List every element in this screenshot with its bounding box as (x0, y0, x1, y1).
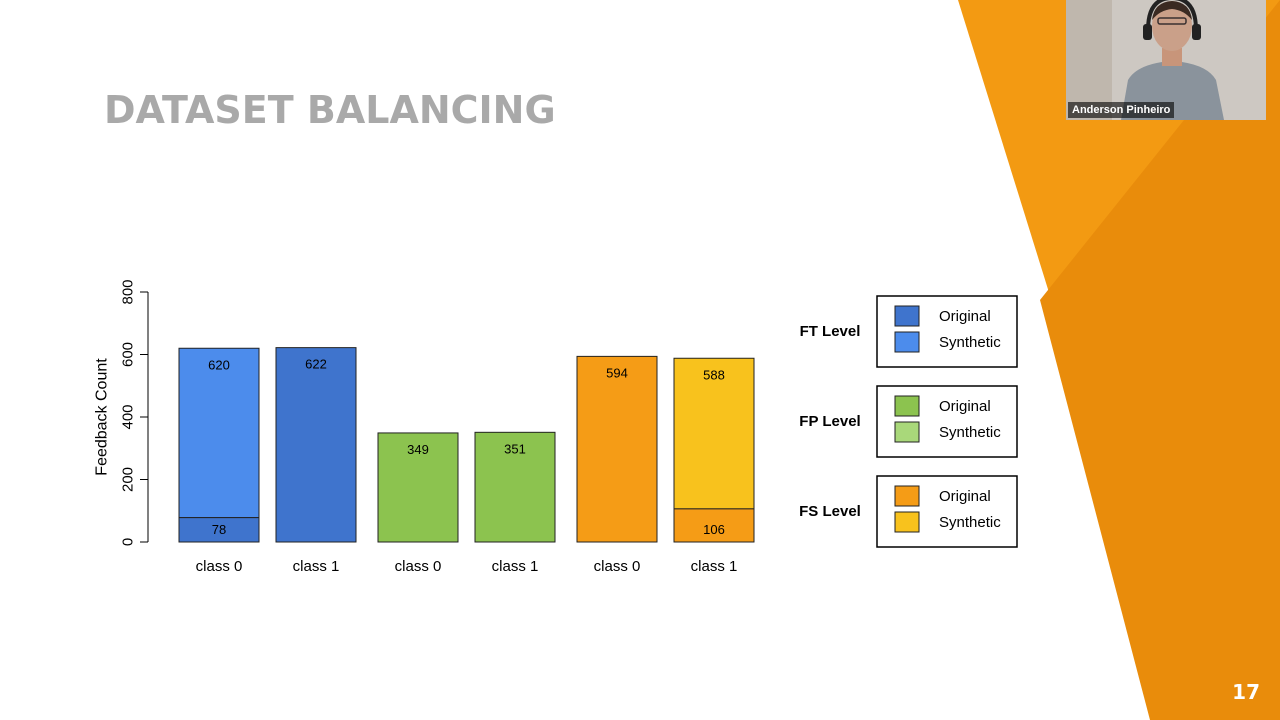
headset-icon (1146, 0, 1198, 31)
bar-3-total-label: 351 (504, 441, 526, 456)
person-hair (1152, 1, 1192, 20)
bar-2-original (377, 432, 459, 543)
bar-5-synthetic (673, 357, 755, 510)
orange-stripe-dark (1040, 0, 1280, 720)
bar-0-synthetic (178, 347, 260, 519)
bar-5-total-label: 588 (703, 367, 725, 382)
participant-name-label: Anderson Pinheiro (1068, 102, 1175, 118)
legend-swatch-1-0 (894, 395, 920, 417)
legend-group-label-2: FS Level (799, 503, 861, 520)
x-tick-label-4: class 0 (594, 558, 641, 575)
bar-0-original (178, 517, 260, 543)
bar-1-total-label: 622 (305, 357, 327, 372)
x-tick-label-1: class 1 (293, 558, 340, 575)
legend-group-label-1: FP Level (799, 413, 860, 430)
headset-ear-right (1192, 24, 1201, 40)
legend-entry-label-1-1: Synthetic (939, 424, 1001, 441)
legend-swatch-0-0 (894, 305, 920, 327)
legend-swatch-2-0 (894, 485, 920, 507)
y-tick-label-4: 800 (120, 279, 137, 304)
legend-entry-label-1-0: Original (939, 398, 991, 415)
slide-title: DATASET BALANCING (104, 88, 556, 132)
video-door (1066, 0, 1112, 120)
bar-4-original (576, 355, 658, 543)
bar-2-total-label: 349 (407, 442, 429, 457)
y-axis-label: Feedback Count (94, 358, 111, 476)
legend-swatch-0-1 (894, 331, 920, 353)
y-tick-label-0: 0 (120, 538, 137, 546)
legend-group-label-0: FT Level (800, 323, 861, 340)
person-face (1152, 1, 1192, 51)
bar-3-original (474, 431, 556, 543)
video-tile[interactable]: Anderson Pinheiro (1066, 0, 1266, 120)
bar-5-original-label: 106 (703, 522, 725, 537)
webcam-feed (1066, 0, 1266, 120)
legend-swatch-2-1 (894, 511, 920, 533)
legend-swatch-1-1 (894, 421, 920, 443)
bar-0-original-label: 78 (212, 522, 226, 537)
legend-entry-label-0-0: Original (939, 308, 991, 325)
legend-entry-label-0-1: Synthetic (939, 334, 1001, 351)
y-tick-label-3: 600 (120, 342, 137, 367)
person-neck (1162, 48, 1182, 66)
glasses (1157, 17, 1187, 25)
bar-5-original (673, 508, 755, 543)
y-tick-label-1: 200 (120, 467, 137, 492)
headset-ear-left (1143, 24, 1152, 40)
bar-0-total-label: 620 (208, 357, 230, 372)
y-tick-label-2: 400 (120, 404, 137, 429)
x-tick-label-3: class 1 (492, 558, 539, 575)
legend-entry-label-2-1: Synthetic (939, 514, 1001, 531)
x-tick-label-0: class 0 (196, 558, 243, 575)
page-number: 17 (1232, 680, 1260, 704)
legend-entry-label-2-0: Original (939, 488, 991, 505)
x-tick-label-2: class 0 (395, 558, 442, 575)
bar-4-total-label: 594 (606, 365, 628, 380)
x-tick-label-5: class 1 (691, 558, 738, 575)
bar-1-original (275, 347, 357, 543)
